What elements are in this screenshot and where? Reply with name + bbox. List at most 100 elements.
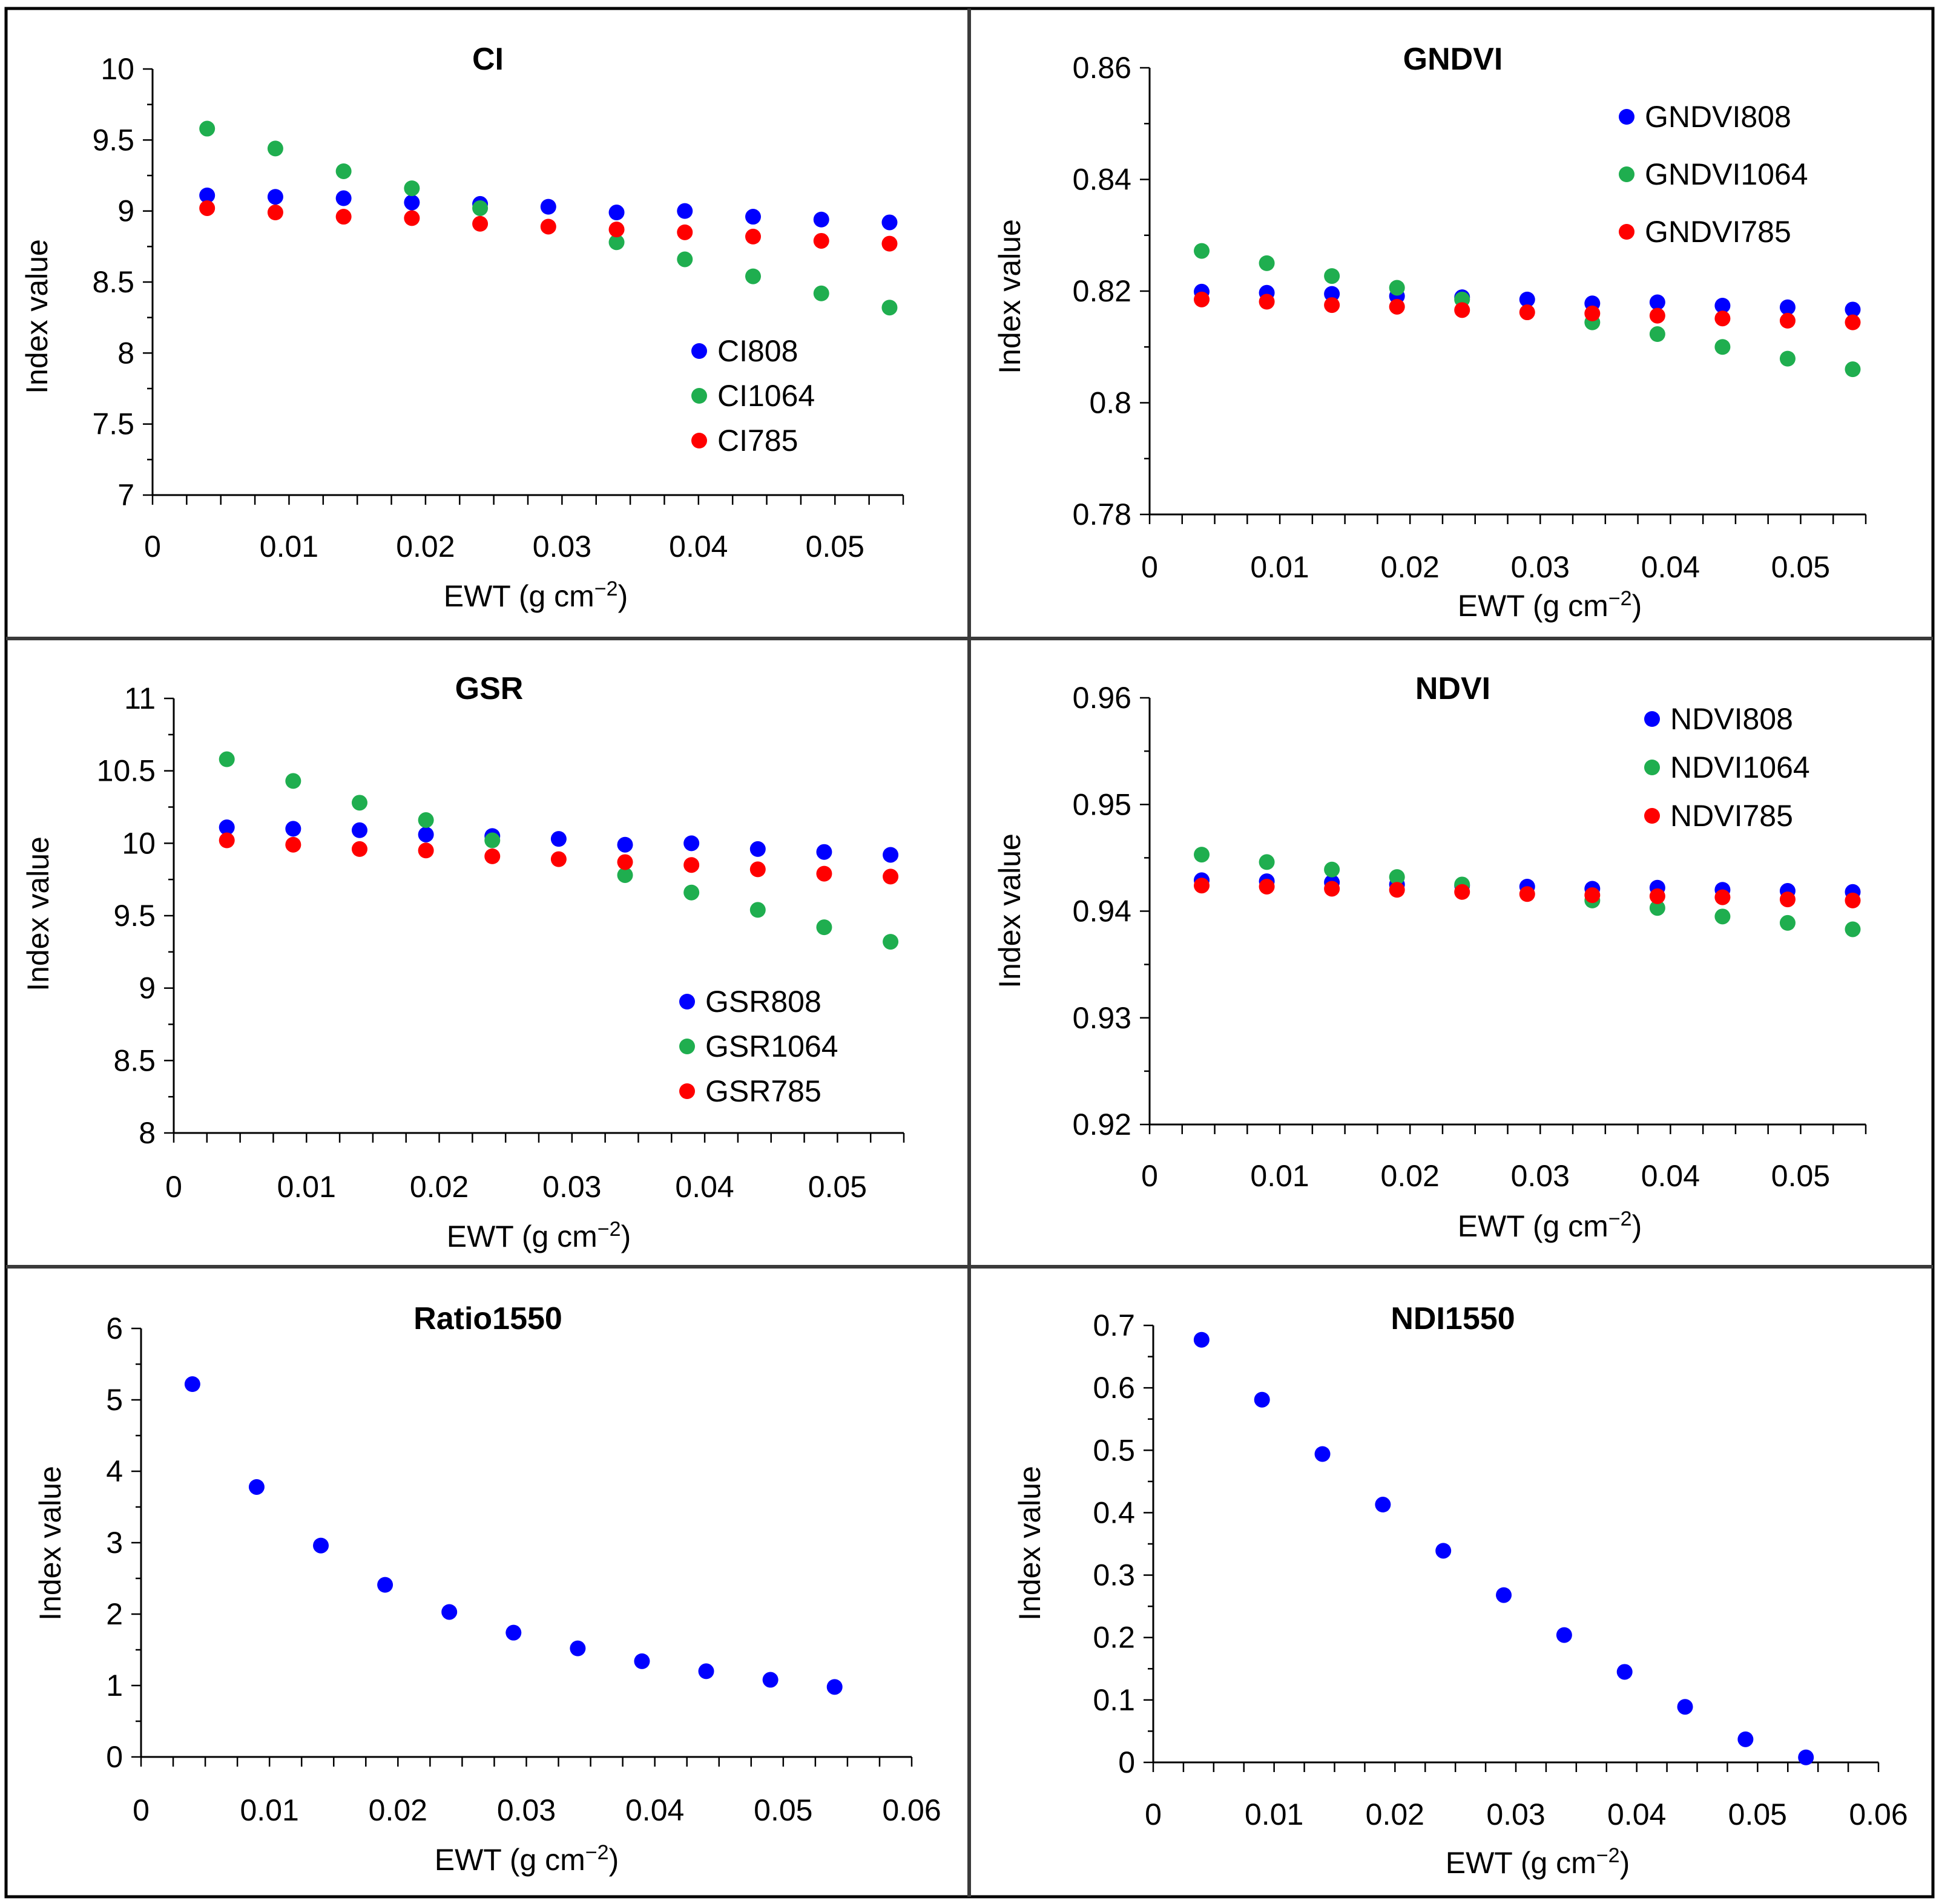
x-tick-label: 0.01	[240, 1793, 299, 1827]
series-ci785	[199, 200, 898, 252]
data-point-gndvi808	[1519, 291, 1535, 307]
data-point-ndvi785	[1389, 882, 1405, 898]
data-point-ci808	[881, 214, 898, 231]
legend-marker-ci1064	[691, 388, 707, 404]
y-tick-label: 0.84	[1073, 163, 1131, 197]
data-point-ratio1550	[762, 1672, 779, 1688]
y-tick-label: 0.86	[1073, 51, 1131, 85]
y-tick-label: 3	[106, 1526, 123, 1560]
data-point-gsr808	[749, 841, 766, 857]
y-tick-label: 7.5	[92, 407, 134, 441]
data-point-gsr785	[683, 857, 700, 873]
data-point-ci1064	[608, 234, 625, 251]
x-tick-label: 0.04	[625, 1793, 684, 1827]
legend-label: GSR785	[705, 1074, 821, 1108]
x-tick-label: 0.01	[1245, 1797, 1303, 1831]
y-tick-label: 0.8	[1089, 386, 1131, 420]
data-point-ratio1550	[634, 1653, 650, 1669]
data-point-ratio1550	[313, 1537, 329, 1554]
data-point-ndi1550	[1193, 1331, 1210, 1348]
data-point-ndvi1064	[1324, 861, 1340, 878]
data-point-gndvi1064	[1194, 243, 1210, 259]
y-tick-label: 9.5	[113, 899, 156, 933]
series-ci1064	[199, 120, 898, 316]
data-point-ci1064	[677, 251, 693, 268]
x-tick-label: 0.02	[1381, 1159, 1440, 1193]
legend-label: GSR1064	[705, 1029, 838, 1063]
data-point-ci785	[813, 232, 829, 249]
data-point-gsr808	[550, 831, 567, 847]
data-point-ci1064	[267, 140, 283, 157]
y-tick-label: 8.5	[92, 265, 134, 299]
data-point-ndvi785	[1714, 889, 1731, 905]
y-tick-label: 4	[106, 1454, 123, 1488]
data-point-ci808	[267, 189, 283, 205]
x-axis-label: EWT (g cm−2)	[444, 577, 628, 613]
data-point-gsr808	[816, 844, 832, 860]
x-tick-label: 0.02	[1366, 1797, 1424, 1831]
x-tick-label: 0.02	[369, 1793, 427, 1827]
data-point-ci785	[540, 218, 556, 235]
data-point-ratio1550	[698, 1663, 714, 1679]
data-point-gsr785	[550, 851, 567, 867]
data-point-gsr1064	[418, 812, 434, 829]
data-point-gndvi1064	[1389, 280, 1405, 296]
data-point-gsr1064	[219, 751, 235, 767]
data-point-ci1064	[199, 120, 216, 137]
x-tick-label: 0.02	[410, 1170, 469, 1204]
data-point-gsr1064	[683, 884, 700, 901]
series-gsr1064	[219, 751, 899, 950]
legend-marker-ci785	[691, 433, 707, 448]
data-point-ndi1550	[1496, 1587, 1512, 1603]
legend-label: GNDVI785	[1645, 215, 1791, 249]
data-point-ci1064	[404, 180, 420, 197]
legend-marker-gndvi808	[1619, 109, 1634, 125]
data-point-ndi1550	[1435, 1543, 1452, 1559]
data-point-gndvi785	[1389, 298, 1405, 315]
y-axis-label: Index value	[993, 833, 1027, 988]
series-gndvi785	[1194, 291, 1861, 330]
data-point-ci808	[540, 199, 556, 215]
legend-marker-gsr785	[679, 1083, 695, 1099]
data-point-ndvi1064	[1259, 854, 1275, 870]
y-tick-label: 9	[139, 971, 156, 1005]
data-point-ndi1550	[1616, 1664, 1633, 1680]
x-axis-label: EWT (g cm−2)	[1458, 587, 1642, 623]
data-point-ratio1550	[826, 1679, 843, 1695]
y-tick-label: 8	[117, 336, 134, 370]
data-point-gsr808	[883, 847, 899, 863]
y-axis-label: Index value	[33, 1466, 67, 1621]
legend-marker-gndvi1064	[1619, 166, 1634, 182]
data-point-gsr1064	[617, 867, 633, 883]
series-gsr808	[219, 819, 899, 863]
data-point-ndvi785	[1454, 884, 1470, 900]
data-point-ci808	[813, 211, 829, 228]
data-point-ndvi785	[1779, 891, 1796, 908]
x-tick-label: 0.04	[669, 530, 728, 563]
y-tick-label: 9	[117, 194, 134, 228]
data-point-ci785	[472, 215, 489, 232]
y-tick-label: 0.4	[1093, 1495, 1135, 1529]
data-point-gndvi808	[1324, 286, 1340, 302]
data-point-gndvi785	[1519, 304, 1535, 321]
y-tick-label: 0.93	[1073, 1001, 1131, 1035]
legend-marker-ndvi785	[1644, 808, 1660, 824]
data-point-gsr1064	[749, 902, 766, 918]
chart-panel-ndi1550: 0 0.1 0.2 0.3 0.4 0.5 0.6 0.7 0 0.01 0.02 0.03 0.04 0…	[1013, 1301, 1908, 1880]
y-tick-label: 0.7	[1093, 1308, 1135, 1342]
x-tick-label: 0.02	[1381, 550, 1440, 584]
x-tick-label: 0.06	[882, 1793, 941, 1827]
x-axis-label: EWT (g cm−2)	[435, 1841, 619, 1877]
y-tick-label: 10	[122, 826, 156, 860]
x-tick-label: 0.03	[542, 1170, 601, 1204]
series-ndi1550	[1193, 1331, 1814, 1765]
data-point-ci1064	[881, 300, 898, 316]
data-point-gsr785	[219, 832, 235, 849]
data-point-gndvi785	[1194, 291, 1210, 307]
x-axis-label: EWT (g cm−2)	[1446, 1844, 1630, 1880]
x-tick-label: 0.05	[1771, 550, 1830, 584]
x-tick-label: 0.02	[396, 530, 455, 563]
x-tick-label: 0.05	[1728, 1797, 1787, 1831]
data-point-ci785	[335, 209, 352, 225]
